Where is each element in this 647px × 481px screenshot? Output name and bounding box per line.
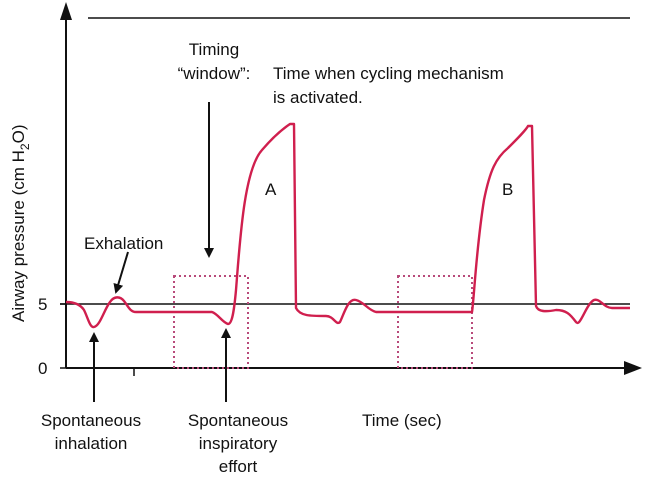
axes xyxy=(60,2,642,376)
y-tick-label-5: 5 xyxy=(38,295,47,314)
exhalation-label: Exhalation xyxy=(84,234,163,253)
timing-label-line1: Timing xyxy=(189,40,239,59)
spontaneous-effort-label-line2: inspiratory xyxy=(199,434,278,453)
y-axis-label: Airway pressure (cm H2O) xyxy=(9,125,32,323)
x-axis-label: Time (sec) xyxy=(362,411,442,430)
pressure-curve xyxy=(65,122,630,329)
spontaneous-effort-label-line3: effort xyxy=(219,457,258,476)
timing-label-line2: “window”: xyxy=(178,64,251,83)
timing-window-1 xyxy=(173,275,249,369)
cycling-label-line1: Time when cycling mechanism xyxy=(273,64,504,83)
y-axis-label-end: O) xyxy=(9,125,28,144)
y-axis-label-subscript: 2 xyxy=(18,143,32,150)
x-axis-arrowhead xyxy=(624,361,642,375)
spontaneous-inhalation-label-line2: inhalation xyxy=(55,434,128,453)
timing-window-2 xyxy=(397,275,473,369)
y-axis-arrowhead xyxy=(60,2,72,20)
breath-b-label: B xyxy=(502,180,513,199)
cycling-label-line2: is activated. xyxy=(273,88,363,107)
y-tick-label-0: 0 xyxy=(38,359,47,378)
spontaneous-effort-label-line1: Spontaneous xyxy=(188,411,288,430)
exhalation-arrow xyxy=(113,251,129,294)
spontaneous-inhalation-label-line1: Spontaneous xyxy=(41,411,141,430)
breath-a-label: A xyxy=(265,180,277,199)
